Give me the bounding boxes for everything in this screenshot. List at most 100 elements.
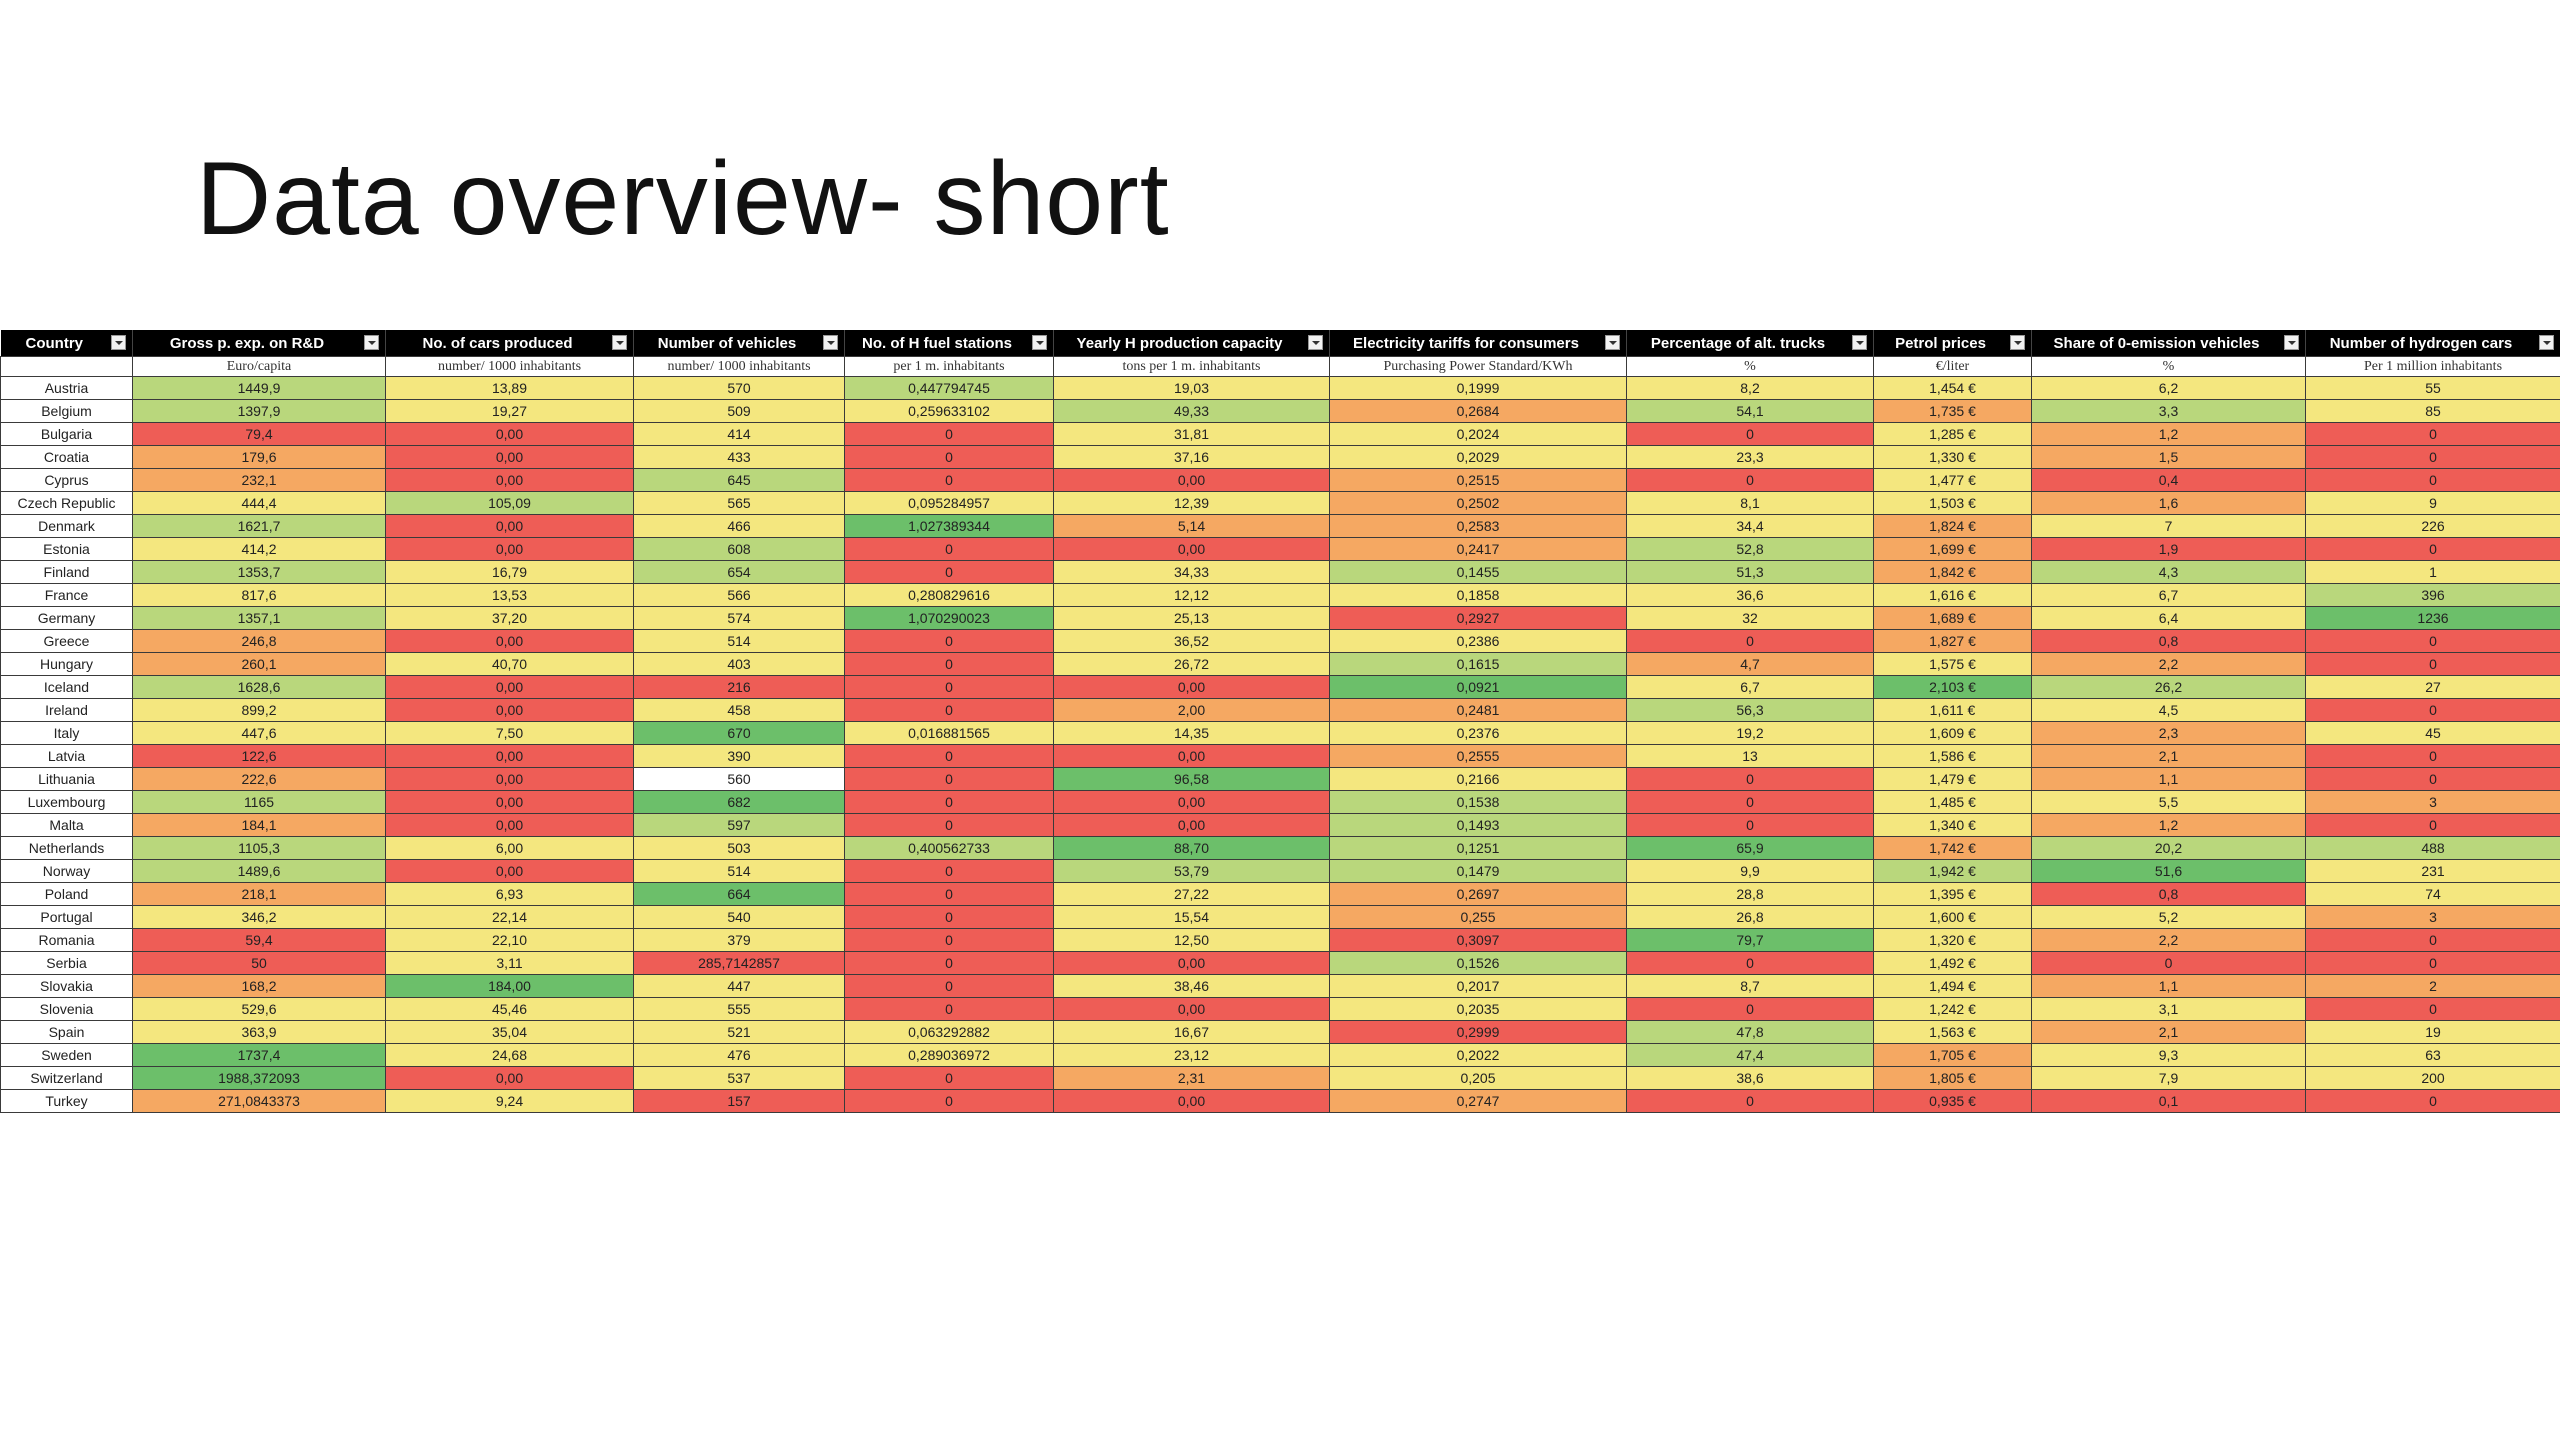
data-cell: 0,00: [385, 744, 634, 768]
data-cell: 396: [2305, 583, 2560, 607]
data-cell: 0: [2305, 698, 2560, 722]
data-row: Serbia 50 3,11 285,7142857 0 0,00 0,1526 0 1,492…: [0, 951, 2560, 975]
data-cell: 466: [633, 514, 845, 538]
data-cell: 0,4: [2031, 468, 2306, 492]
data-cell: 6,2: [2031, 376, 2306, 400]
data-cell: 26,2: [2031, 675, 2306, 699]
data-cell: 222,6: [132, 767, 386, 791]
data-row: Denmark 1621,7 0,00 466 1,027389344 5,14 0,258…: [0, 514, 2560, 538]
table-head: Country Gross p. exp. on R&D No. of cars p…: [0, 330, 2560, 377]
data-cell: 27,22: [1053, 882, 1330, 906]
data-cell: 1,5: [2031, 445, 2306, 469]
data-cell: 0,1493: [1329, 813, 1627, 837]
data-cell: 184,1: [132, 813, 386, 837]
country-cell: Latvia: [0, 744, 133, 768]
data-cell: 0,280829616: [844, 583, 1054, 607]
data-row: Sweden 1737,4 24,68 476 0,289036972 23,12 0,20…: [0, 1043, 2560, 1067]
data-cell: 226: [2305, 514, 2560, 538]
data-cell: 28,8: [1626, 882, 1874, 906]
data-cell: 3,3: [2031, 399, 2306, 423]
data-cell: 0: [844, 468, 1054, 492]
data-cell: 0,00: [385, 537, 634, 561]
data-row: Slovakia 168,2 184,00 447 0 38,46 0,2017 8,7 1,4…: [0, 974, 2560, 998]
data-cell: 566: [633, 583, 845, 607]
filter-button[interactable]: [2284, 335, 2299, 350]
data-cell: 0,00: [385, 767, 634, 791]
data-cell: 1,242 €: [1873, 997, 2032, 1021]
unit-cell: Purchasing Power Standard/KWh: [1329, 356, 1627, 377]
data-cell: 260,1: [132, 652, 386, 676]
data-cell: 0: [844, 560, 1054, 584]
data-cell: 4,3: [2031, 560, 2306, 584]
data-cell: 1,6: [2031, 491, 2306, 515]
data-cell: 0: [1626, 767, 1874, 791]
country-cell: Hungary: [0, 652, 133, 676]
filter-button[interactable]: [364, 335, 379, 350]
data-cell: 2,00: [1053, 698, 1330, 722]
data-cell: 0,1526: [1329, 951, 1627, 975]
data-cell: 52,8: [1626, 537, 1874, 561]
data-cell: 0,00: [1053, 997, 1330, 1021]
filter-button[interactable]: [1852, 335, 1867, 350]
data-cell: 458: [633, 698, 845, 722]
filter-button[interactable]: [1032, 335, 1047, 350]
filter-button[interactable]: [1605, 335, 1620, 350]
data-cell: 47,8: [1626, 1020, 1874, 1044]
header-row: Country Gross p. exp. on R&D No. of cars p…: [0, 330, 2560, 357]
data-cell: 529,6: [132, 997, 386, 1021]
data-cell: 1,586 €: [1873, 744, 2032, 768]
header-text: Percentage of alt. trucks: [1650, 334, 1826, 352]
data-cell: 0,063292882: [844, 1020, 1054, 1044]
data-cell: 521: [633, 1020, 845, 1044]
data-cell: 488: [2305, 836, 2560, 860]
data-cell: 1,842 €: [1873, 560, 2032, 584]
country-cell: Belgium: [0, 399, 133, 423]
data-cell: 0: [844, 744, 1054, 768]
data-cell: 0: [844, 928, 1054, 952]
filter-button[interactable]: [2539, 335, 2554, 350]
data-cell: 53,79: [1053, 859, 1330, 883]
table-body: Austria 1449,9 13,89 570 0,447794745 19,03 0,1…: [0, 376, 2560, 1113]
data-cell: 0,2035: [1329, 997, 1627, 1021]
data-cell: 0,2583: [1329, 514, 1627, 538]
data-cell: 0: [2305, 744, 2560, 768]
filter-button[interactable]: [2010, 335, 2025, 350]
data-cell: 0: [844, 859, 1054, 883]
country-cell: Poland: [0, 882, 133, 906]
data-cell: 85: [2305, 399, 2560, 423]
data-cell: 74: [2305, 882, 2560, 906]
data-row: Latvia 122,6 0,00 390 0 0,00 0,2555 13 1,586 €2,…: [0, 744, 2560, 768]
data-cell: 1,616 €: [1873, 583, 2032, 607]
data-cell: 0,2697: [1329, 882, 1627, 906]
data-cell: 0,00: [385, 422, 634, 446]
data-cell: 664: [633, 882, 845, 906]
filter-button[interactable]: [823, 335, 838, 350]
data-cell: 0,1858: [1329, 583, 1627, 607]
data-cell: 65,9: [1626, 836, 1874, 860]
filter-button[interactable]: [111, 335, 126, 350]
data-cell: 0,00: [1053, 790, 1330, 814]
country-cell: Croatia: [0, 445, 133, 469]
data-row: Iceland 1628,6 0,00 216 0 0,00 0,0921 6,7 2,103 …: [0, 675, 2560, 699]
data-cell: 670: [633, 721, 845, 745]
data-cell: 0,00: [385, 698, 634, 722]
data-cell: 1737,4: [132, 1043, 386, 1067]
data-cell: 2,2: [2031, 652, 2306, 676]
header-text: Electricity tariffs for consumers: [1353, 334, 1579, 352]
data-cell: 2: [2305, 974, 2560, 998]
data-cell: 0: [844, 629, 1054, 653]
data-row: Portugal 346,2 22,14 540 0 15,54 0,255 26,8 1,60…: [0, 905, 2560, 929]
data-cell: 1,070290023: [844, 606, 1054, 630]
data-row: France 817,6 13,53 566 0,280829616 12,12 0,185…: [0, 583, 2560, 607]
data-cell: 38,6: [1626, 1066, 1874, 1090]
filter-button[interactable]: [612, 335, 627, 350]
header-text: Number of vehicles: [657, 334, 797, 352]
data-cell: 1621,7: [132, 514, 386, 538]
filter-button[interactable]: [1308, 335, 1323, 350]
data-cell: 0,2555: [1329, 744, 1627, 768]
data-cell: 0,00: [1053, 537, 1330, 561]
data-cell: 1,942 €: [1873, 859, 2032, 883]
data-cell: 1,575 €: [1873, 652, 2032, 676]
data-cell: 37,16: [1053, 445, 1330, 469]
data-cell: 0,2024: [1329, 422, 1627, 446]
